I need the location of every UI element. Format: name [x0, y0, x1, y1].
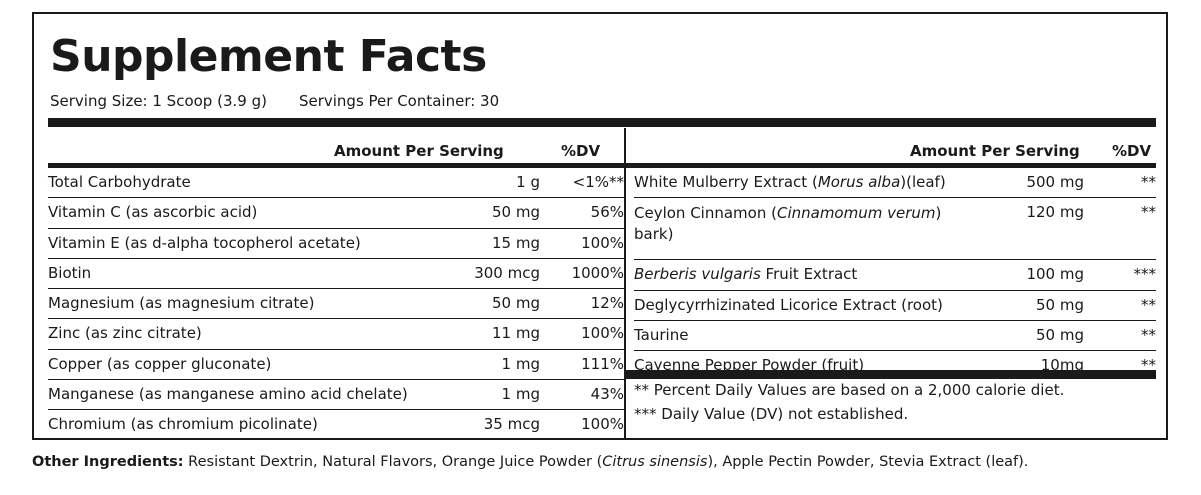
- ingredient-name: Berberis vulgaris Fruit Extract: [634, 265, 857, 283]
- right-nutrient-list: White Mulberry Extract (Morus alba)(leaf…: [634, 168, 1156, 381]
- supplement-facts-panel: Supplement Facts Serving Size: 1 Scoop (…: [32, 12, 1168, 440]
- table-row: Magnesium (as magnesium citrate) 50 mg 12%: [48, 289, 624, 320]
- ingredient-name: White Mulberry Extract (Morus alba)(leaf…: [634, 173, 946, 191]
- ingredient-dv: **: [1141, 295, 1156, 314]
- ingredient-name-pre: Deglycyrrhizinated Licorice Extract (roo…: [634, 295, 943, 314]
- ingredient-name-post: )(leaf): [900, 173, 946, 191]
- panel-title: Supplement Facts: [50, 31, 487, 82]
- ingredient-name-italic: Cinnamomum verum: [776, 204, 936, 223]
- left-header-amount: Amount Per Serving: [334, 142, 504, 160]
- nutrient-amount: 300 mcg: [474, 263, 540, 282]
- serving-size: Serving Size: 1 Scoop (3.9 g): [50, 92, 267, 110]
- nutrient-name: Copper (as copper gluconate): [48, 354, 272, 373]
- right-header-bar: [626, 163, 1156, 168]
- nutrient-dv: 43%: [590, 385, 624, 404]
- ingredient-name-post: Fruit Extract: [760, 265, 858, 284]
- nutrient-name: Total Carbohydrate: [48, 173, 191, 191]
- nutrient-dv: 12%: [590, 294, 624, 313]
- ingredient-name: Ceylon Cinnamon (Cinnamomum verum) bark): [634, 203, 974, 245]
- right-header-amount: Amount Per Serving: [910, 142, 1080, 160]
- other-ingredients-text-post: ), Apple Pectin Powder, Stevia Extract (…: [707, 454, 1029, 470]
- nutrient-dv: 100%: [581, 233, 624, 252]
- column-divider: [624, 128, 626, 440]
- servings-per-container: Servings Per Container: 30: [298, 92, 500, 110]
- table-row: Vitamin C (as ascorbic acid) 50 mg 56%: [48, 198, 624, 229]
- table-row: Vitamin E (as d-alpha tocopherol acetate…: [48, 229, 624, 259]
- other-ingredients-label: Other Ingredients:: [32, 454, 184, 470]
- ingredient-name-pre: Ceylon Cinnamon (: [634, 204, 777, 223]
- nutrient-amount: 50 mg: [492, 203, 540, 222]
- nutrient-name: Zinc (as zinc citrate): [48, 324, 202, 343]
- ingredient-dv: **: [1141, 356, 1156, 375]
- thick-divider-bar: [48, 118, 1156, 127]
- ingredient-dv: ***: [1133, 265, 1157, 284]
- ingredient-name-pre: Taurine: [634, 325, 689, 344]
- nutrient-amount: 1 mg: [501, 354, 540, 373]
- ingredient-amount: 120 mg: [1026, 203, 1084, 222]
- nutrient-dv: 56%: [590, 203, 624, 222]
- table-row: Total Carbohydrate 1 g <1%**: [48, 168, 624, 199]
- nutrient-name: Vitamin E (as d-alpha tocopherol acetate…: [48, 233, 361, 252]
- nutrient-name: Magnesium (as magnesium citrate): [48, 294, 315, 313]
- ingredient-name: Deglycyrrhizinated Licorice Extract (roo…: [634, 296, 943, 314]
- ingredient-amount: 50 mg: [1036, 325, 1084, 344]
- ingredient-amount: 100 mg: [1026, 265, 1084, 284]
- table-row: Biotin 300 mcg 1000%: [48, 259, 624, 290]
- ingredient-name-italic: Morus alba: [817, 173, 901, 191]
- ingredient-amount: 50 mg: [1036, 295, 1084, 314]
- ingredient-name-pre: Cayenne Pepper Powder (fruit): [634, 356, 865, 375]
- table-row: Deglycyrrhizinated Licorice Extract (roo…: [634, 291, 1156, 321]
- table-row: Copper (as copper gluconate) 1 mg 111%: [48, 350, 624, 381]
- table-row: Chromium (as chromium picolinate) 35 mcg 1…: [48, 410, 624, 440]
- nutrient-amount: 1 g: [516, 173, 540, 191]
- nutrient-name: Manganese (as manganese amino acid chela…: [48, 385, 408, 404]
- nutrient-dv: 100%: [581, 324, 624, 343]
- nutrient-amount: 50 mg: [492, 294, 540, 313]
- nutrient-amount: 11 mg: [492, 324, 540, 343]
- table-row: White Mulberry Extract (Morus alba)(leaf…: [634, 168, 1156, 199]
- nutrient-amount: 1 mg: [501, 385, 540, 404]
- table-row: Berberis vulgaris Fruit Extract 100 mg ***: [634, 260, 1157, 291]
- ingredient-dv: **: [1141, 325, 1156, 344]
- left-header-bar: [48, 163, 624, 168]
- other-ingredients: Other Ingredients: Resistant Dextrin, Na…: [32, 454, 1028, 470]
- left-nutrient-list: Total Carbohydrate 1 g <1%** Vitamin C (as …: [48, 168, 624, 441]
- table-row: Zinc (as zinc citrate) 11 mg 100%: [48, 319, 624, 350]
- nutrient-dv: 100%: [581, 415, 624, 434]
- nutrient-name: Vitamin C (as ascorbic acid): [48, 203, 258, 222]
- ingredient-name: Taurine: [634, 326, 688, 344]
- ingredient-name-italic: Berberis vulgaris: [634, 265, 761, 284]
- ingredient-name-post: ) bark): [634, 204, 942, 244]
- footnote-dv-basis: ** Percent Daily Values are based on a 2…: [634, 381, 1065, 399]
- nutrient-name: Chromium (as chromium picolinate): [48, 415, 318, 434]
- ingredient-name-pre: White Mulberry Extract (: [634, 173, 818, 191]
- table-row: Cayenne Pepper Powder (fruit) 10mg **: [634, 351, 1156, 381]
- right-header-dv: %DV: [1112, 142, 1152, 160]
- left-header-dv: %DV: [561, 142, 601, 160]
- ingredient-amount: 500 mg: [1026, 173, 1084, 191]
- right-footer-bar: [626, 370, 1156, 379]
- table-row: Taurine 50 mg **: [634, 321, 1156, 352]
- table-row: Manganese (as manganese amino acid chela…: [48, 380, 624, 411]
- other-ingredients-text-pre: Resistant Dextrin, Natural Flavors, Oran…: [183, 454, 603, 470]
- nutrient-amount: 35 mcg: [483, 415, 540, 434]
- nutrient-dv: 1000%: [571, 263, 624, 282]
- other-ingredients-text-italic: Citrus sinensis: [602, 454, 708, 470]
- ingredient-dv: **: [1141, 203, 1156, 222]
- ingredient-name: Cayenne Pepper Powder (fruit): [634, 356, 864, 374]
- ingredient-dv: **: [1141, 173, 1156, 191]
- nutrient-amount: 15 mg: [492, 233, 540, 252]
- table-row: Ceylon Cinnamon (Cinnamomum verum) bark)…: [634, 198, 1156, 261]
- footnote-dv-not-established: *** Daily Value (DV) not established.: [634, 405, 909, 423]
- serving-info: Serving Size: 1 Scoop (3.9 g) Servings Pe…: [50, 92, 499, 110]
- nutrient-dv: 111%: [581, 354, 624, 373]
- nutrient-dv: <1%**: [572, 173, 624, 191]
- ingredient-amount: 10mg: [1040, 356, 1084, 375]
- nutrient-name: Biotin: [48, 263, 92, 282]
